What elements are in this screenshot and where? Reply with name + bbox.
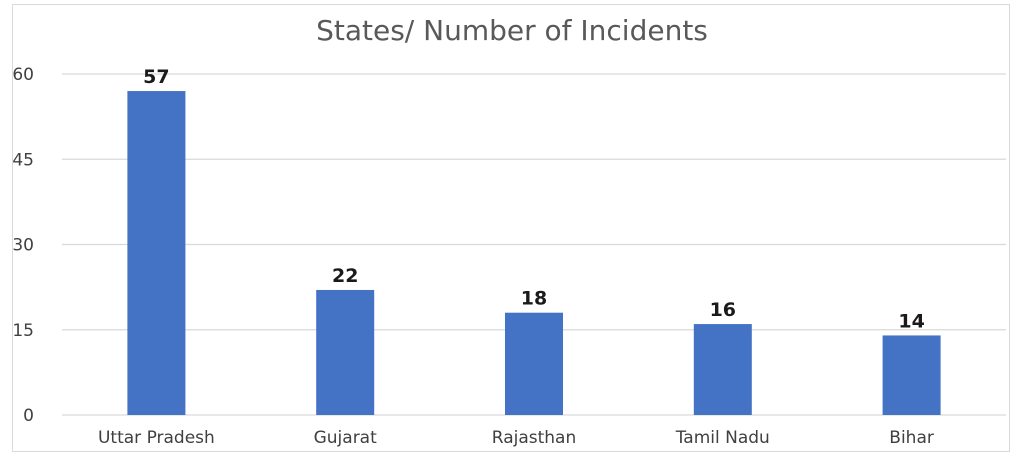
bar	[882, 335, 941, 415]
x-category-label: Tamil Nadu	[675, 428, 770, 448]
bar	[505, 312, 563, 415]
data-labels: 57 22 18 16 14	[143, 66, 925, 332]
x-category-label: Bihar	[889, 428, 934, 448]
data-label: 18	[521, 288, 547, 310]
bar	[316, 289, 375, 415]
y-tick-label: 30	[12, 236, 34, 256]
x-category-label: Uttar Pradesh	[98, 428, 215, 448]
data-label: 22	[332, 265, 358, 287]
y-tick-label: 45	[12, 150, 34, 170]
y-tick-label: 60	[12, 65, 34, 85]
x-axis-category-labels: Uttar Pradesh Gujarat Rajasthan Tamil Nadu B…	[98, 428, 934, 448]
bar	[693, 324, 752, 415]
bar	[127, 91, 186, 416]
data-label: 16	[710, 299, 736, 321]
data-label: 57	[143, 66, 169, 88]
y-axis-tick-labels: 0 15 30 45 60	[12, 65, 34, 426]
bars	[127, 91, 941, 416]
chart-title: States/ Number of Incidents	[316, 14, 708, 47]
y-tick-label: 0	[23, 406, 34, 426]
y-tick-label: 15	[12, 321, 34, 341]
x-category-label: Gujarat	[314, 428, 377, 448]
x-category-label: Rajasthan	[492, 428, 577, 448]
data-label: 14	[898, 310, 924, 332]
